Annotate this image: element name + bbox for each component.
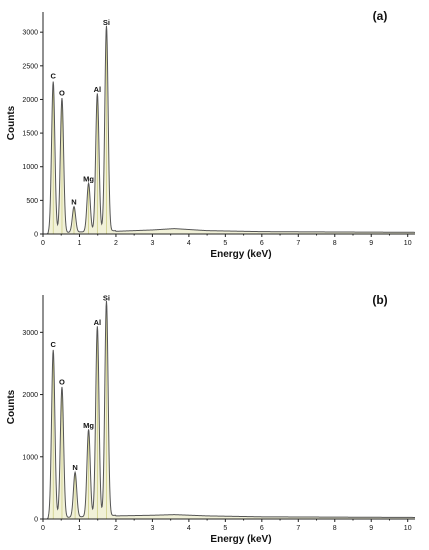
- x-tick-label: 6: [260, 240, 264, 247]
- y-tick-label: 2000: [22, 392, 38, 399]
- x-tick-label: 0: [41, 240, 45, 247]
- peak-label-c: C: [51, 340, 57, 349]
- x-tick-label: 3: [150, 240, 154, 247]
- peak-label-si: Si: [103, 293, 110, 302]
- panel-label: (a): [373, 9, 388, 23]
- peak-label-n: N: [72, 463, 77, 472]
- x-tick-label: 1: [78, 525, 82, 532]
- x-tick-label: 9: [369, 525, 373, 532]
- peak-label-mg: Mg: [83, 175, 94, 184]
- y-tick-label: 1500: [22, 131, 38, 138]
- spectrum-line: [43, 300, 415, 520]
- y-tick-label: 2500: [22, 63, 38, 70]
- x-tick-label: 2: [114, 240, 118, 247]
- chart-panel-a: 0 1 2 3 4 5 6 7 8 9 10 0 500 1000 1500 2000 2500 3000 Ener…: [6, 9, 415, 260]
- x-tick-label: 1: [78, 240, 82, 247]
- y-tick-label: 1000: [22, 454, 38, 461]
- y-tick-label: 1000: [22, 164, 38, 171]
- y-tick-label: 3000: [22, 30, 38, 37]
- y-axis-title: Counts: [6, 389, 17, 424]
- x-tick-label: 10: [404, 525, 412, 532]
- peak-label-mg: Mg: [83, 421, 94, 430]
- peak-label-c: C: [51, 72, 57, 81]
- peak-label-si: Si: [103, 18, 110, 27]
- peak-label-al: Al: [94, 318, 102, 327]
- y-tick-label: 500: [26, 198, 38, 205]
- x-tick-label: 10: [404, 240, 412, 247]
- y-tick-label: 3000: [22, 330, 38, 337]
- x-tick-label: 0: [41, 525, 45, 532]
- peak-label-o: O: [59, 88, 65, 97]
- peak-label-o: O: [59, 377, 65, 386]
- y-tick-label: 0: [34, 232, 38, 239]
- x-tick-label: 6: [260, 525, 264, 532]
- x-tick-label: 7: [296, 240, 300, 247]
- x-axis-title: Energy (keV): [210, 249, 271, 260]
- peak-label-al: Al: [94, 85, 102, 94]
- chart-panel-b: 0 1 2 3 4 5 6 7 8 9 10 0 1000 2000 3000 Energy (keV) Cou…: [6, 293, 415, 545]
- x-tick-label: 4: [187, 240, 191, 247]
- x-tick-label: 4: [187, 525, 191, 532]
- panel-label: (b): [372, 293, 387, 307]
- spectrum-line: [43, 25, 415, 235]
- x-tick-label: 8: [333, 240, 337, 247]
- x-tick-label: 9: [369, 240, 373, 247]
- x-tick-label: 5: [223, 525, 227, 532]
- y-tick-label: 0: [34, 517, 38, 524]
- x-tick-label: 5: [223, 240, 227, 247]
- x-tick-label: 7: [296, 525, 300, 532]
- x-tick-label: 8: [333, 525, 337, 532]
- peak-label-n: N: [71, 197, 76, 206]
- x-tick-label: 2: [114, 525, 118, 532]
- y-axis-title: Counts: [6, 105, 17, 140]
- x-axis-title: Energy (keV): [210, 534, 271, 545]
- x-tick-label: 3: [150, 525, 154, 532]
- y-tick-label: 2000: [22, 97, 38, 104]
